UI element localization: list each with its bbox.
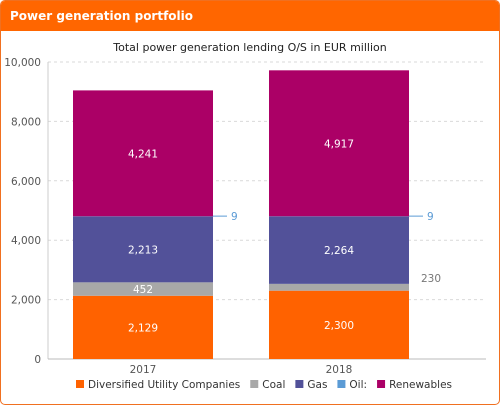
data-label-diversified-2018: 2,300 bbox=[324, 320, 354, 332]
bar-segment-diversified-2018 bbox=[269, 290, 409, 359]
y-tick-label: 0 bbox=[34, 354, 41, 366]
data-label-gas-2017: 2,213 bbox=[128, 244, 158, 256]
bar-segment-coal-2018 bbox=[269, 283, 409, 291]
legend-swatch-oil bbox=[337, 380, 346, 388]
chart-title: Total power generation lending O/S in EU… bbox=[112, 41, 386, 54]
y-tick-label: 2,000 bbox=[11, 295, 41, 307]
data-label-gas-2018: 2,264 bbox=[324, 245, 354, 257]
y-tick-label: 6,000 bbox=[11, 176, 41, 188]
legend-label-gas: Gas bbox=[307, 379, 327, 391]
bar-segment-gas-2017 bbox=[73, 216, 213, 283]
data-label-diversified-2017: 2,129 bbox=[128, 322, 158, 334]
y-tick-label: 8,000 bbox=[11, 116, 41, 128]
x-tick-label: 2017 bbox=[130, 364, 157, 376]
legend-label-diversified: Diversified Utility Companies bbox=[88, 379, 240, 391]
bar-segment-renewables-2018 bbox=[269, 70, 409, 217]
data-label-coal-2018: 230 bbox=[421, 273, 441, 285]
legend-label-coal: Coal bbox=[262, 379, 285, 391]
data-label-renewables-2018: 4,917 bbox=[324, 138, 354, 150]
legend-label-oil: Oil: bbox=[349, 379, 367, 391]
legend-swatch-coal bbox=[250, 380, 259, 388]
bar-segment-diversified-2017 bbox=[73, 295, 213, 359]
bar-segment-renewables-2017 bbox=[73, 90, 213, 217]
y-tick-label: 4,000 bbox=[11, 235, 41, 247]
bar-segment-coal-2017 bbox=[73, 282, 213, 296]
legend-swatch-gas bbox=[295, 380, 304, 388]
legend-swatch-renewables bbox=[377, 380, 386, 388]
x-tick-label: 2018 bbox=[326, 364, 353, 376]
y-tick-label: 10,000 bbox=[4, 57, 41, 69]
legend-label-renewables: Renewables bbox=[389, 379, 452, 391]
data-label-coal-2017: 452 bbox=[133, 284, 153, 296]
data-label-oil-2017: 9 bbox=[231, 211, 238, 223]
data-label-renewables-2017: 4,241 bbox=[128, 148, 158, 160]
bar-segment-gas-2018 bbox=[269, 216, 409, 284]
legend-swatch-diversified bbox=[76, 380, 84, 388]
panel-title: Power generation portfolio bbox=[1, 1, 499, 31]
data-label-oil-2018: 9 bbox=[427, 211, 434, 223]
